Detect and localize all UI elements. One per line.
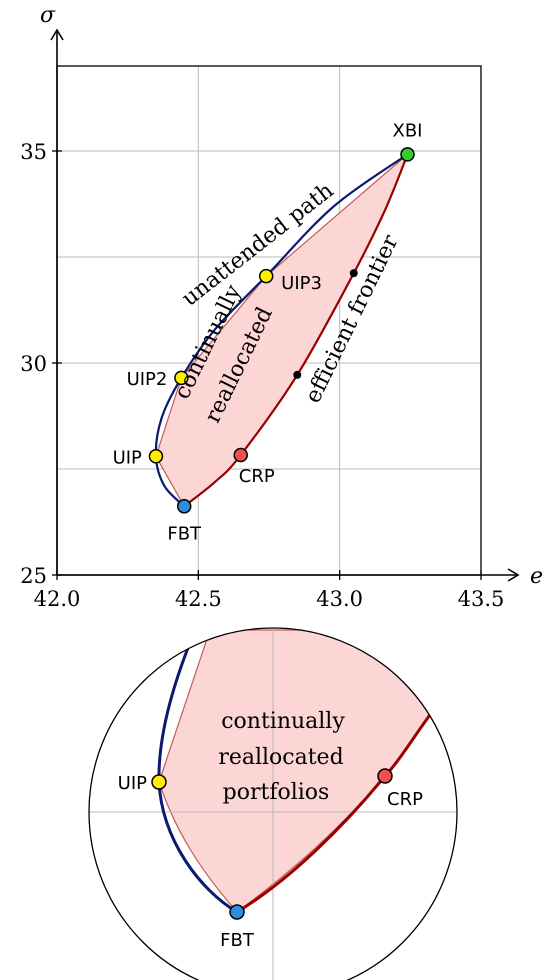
y-axis-label: σ (40, 3, 56, 28)
x-tick-label: 42.0 (34, 587, 81, 611)
x-tick-label: 42.5 (175, 587, 222, 611)
axes (50, 28, 520, 582)
inset-point-uip (151, 774, 167, 790)
label-uip: UIP (113, 447, 142, 468)
point-crp (233, 447, 248, 463)
label-fbt: FBT (167, 523, 202, 544)
x-tick-label: 43.0 (316, 587, 363, 611)
inset-efficient-frontier-line (236, 711, 434, 914)
frontier-markers (293, 269, 358, 379)
label-xbi: XBI (393, 120, 423, 141)
point-fbt (176, 499, 192, 514)
label-uip3: UIP3 (281, 273, 322, 294)
inset-region-label-line1: continually (221, 709, 345, 734)
reallocated-region (155, 153, 409, 508)
point-uip (148, 449, 164, 464)
y-axis-arrow (50, 28, 64, 41)
inset-label-fbt: FBT (220, 930, 255, 951)
inset-region-label-line3: portfolios (223, 780, 330, 805)
frontier-marker (349, 269, 358, 278)
inset-region-label-line2: reallocated (218, 745, 343, 770)
axis-ticks: 42.0 42.5 43.0 43.5 25 30 35 (20, 140, 504, 611)
magnified-inset: UIP FBT CRP continually reallocated port… (88, 627, 458, 980)
label-crp: CRP (239, 466, 275, 487)
inset-circle-border (88, 627, 458, 980)
unattended-path-line (154, 153, 409, 508)
y-tick-label: 25 (20, 564, 47, 588)
inset-point-crp (377, 768, 393, 784)
x-axis-label: e (530, 564, 543, 589)
named-points: XBI UIP3 UIP2 UIP FBT CRP (113, 120, 423, 544)
point-uip2 (174, 370, 189, 386)
main-chart: 42.0 42.5 43.0 43.5 25 30 35 XBI UIP3 UIP2 UIP FBT… (20, 3, 543, 611)
x-tick-label: 43.5 (458, 587, 505, 611)
y-tick-label: 35 (20, 140, 47, 164)
inset-point-fbt (229, 904, 245, 920)
y-tick-label: 30 (20, 352, 47, 376)
x-axis-arrow (507, 568, 520, 582)
inset-label-uip: UIP (118, 773, 147, 794)
point-xbi (400, 147, 415, 162)
inset-label-crp: CRP (387, 789, 423, 810)
point-uip3 (258, 268, 274, 284)
label-uip2: UIP2 (127, 369, 168, 390)
frontier-marker (293, 370, 302, 379)
